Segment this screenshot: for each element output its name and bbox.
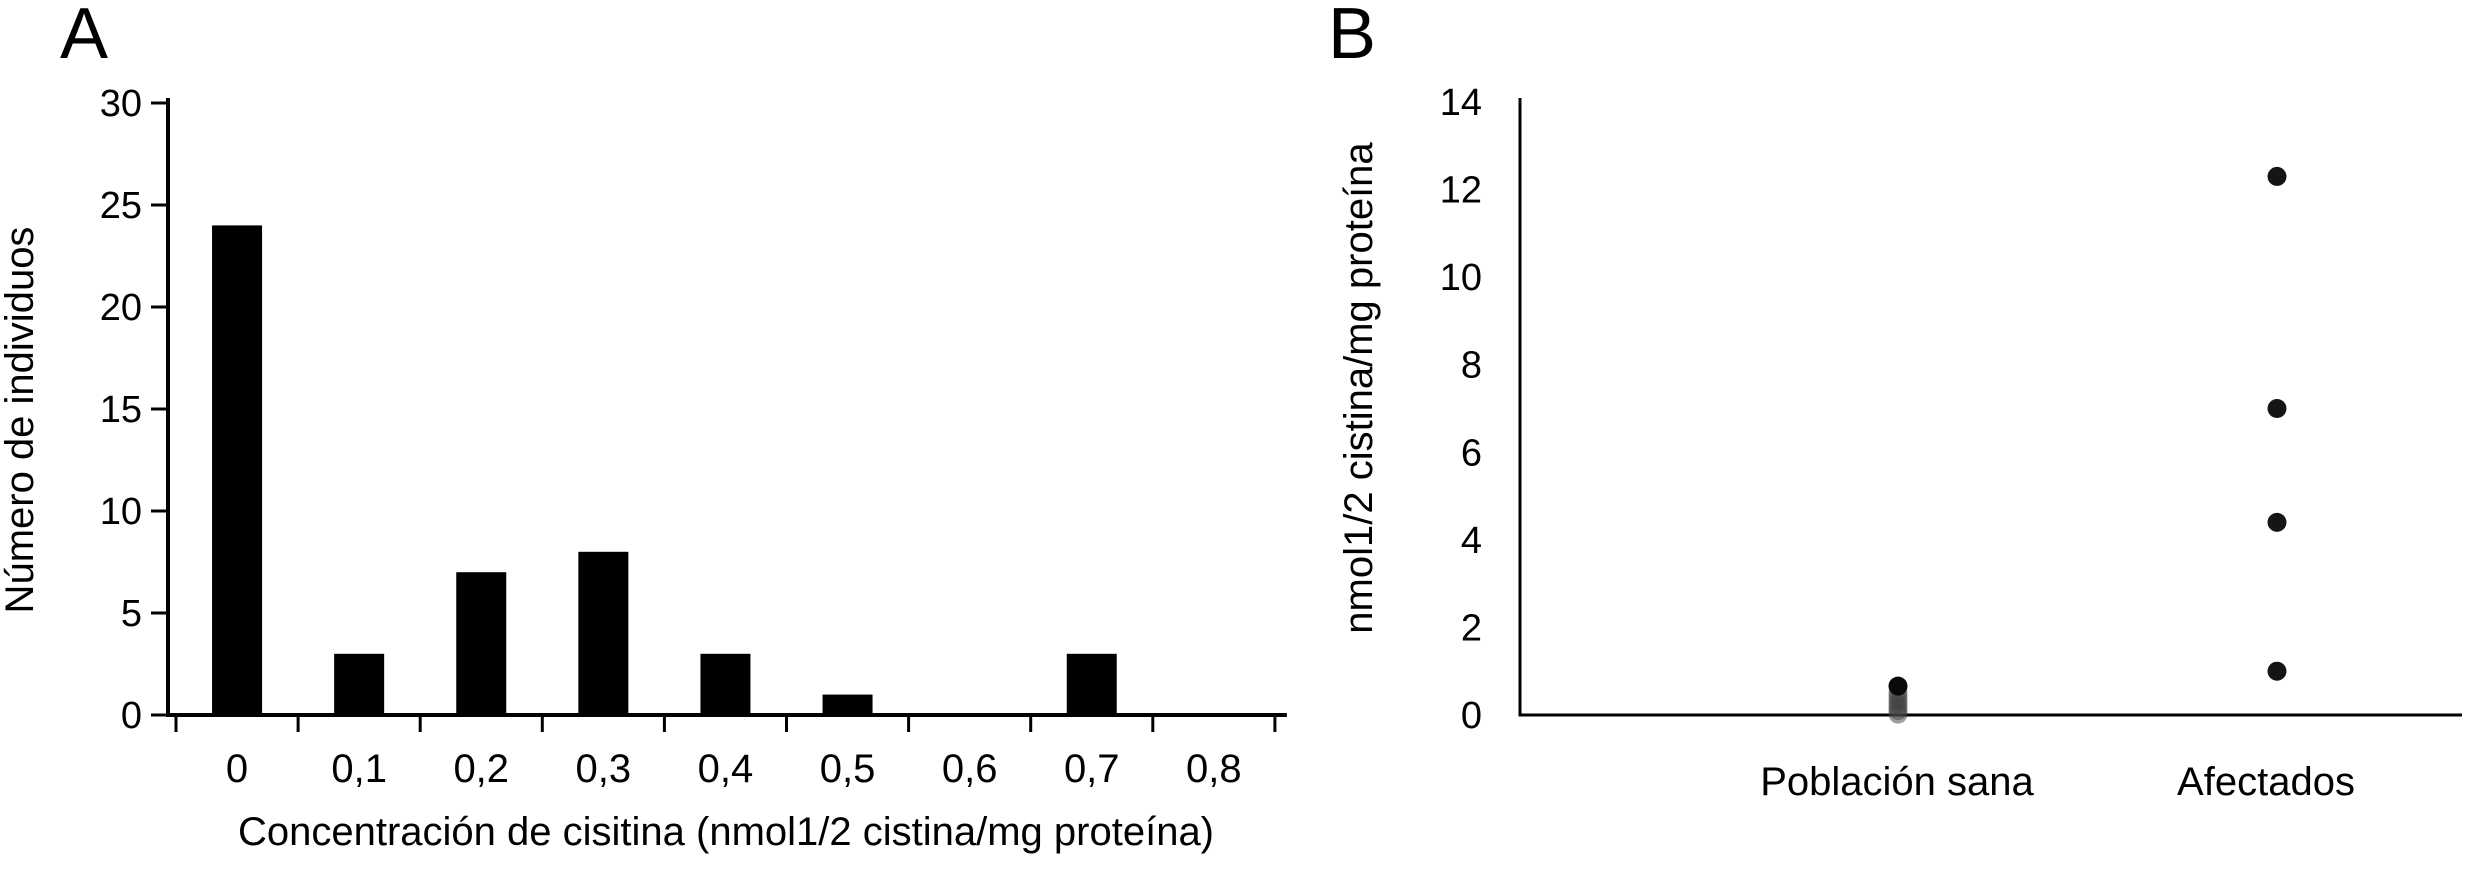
x-category-label: Población sana (1760, 760, 2034, 804)
y-tick-label: 4 (1461, 520, 1482, 562)
bar-0,7 (1066, 653, 1117, 715)
y-tick-label: 12 (1440, 170, 1482, 212)
x-tick-label: 0,8 (1186, 747, 1242, 791)
panel-b: B 0 2 4 6 8 10 12 14 Población sana Afectados nmol1… (1328, 0, 2462, 804)
y-tick-label: 10 (1440, 257, 1482, 299)
x-axis-title: Concentración de cisitina (nmol1/2 cisti… (238, 810, 1214, 854)
data-point-afectados (2267, 399, 2287, 418)
data-point-afectados (2267, 166, 2287, 186)
x-tick-label: 0,2 (453, 747, 509, 791)
data-point-población-sana (1888, 676, 1908, 696)
y-tick-label: 20 (100, 287, 142, 329)
y-tick-label: 0 (121, 695, 142, 737)
y-tick-label: 30 (100, 83, 142, 125)
y-tick-label: 2 (1461, 607, 1482, 649)
y-tick-label: 15 (100, 389, 142, 431)
x-tick-label: 0,4 (698, 747, 754, 791)
data-point-afectados (2267, 512, 2287, 532)
x-category-label: Afectados (2177, 760, 2355, 804)
y-tick-label: 14 (1440, 82, 1482, 124)
bar-0,3 (578, 551, 629, 715)
panel-a: A 0 5 10 15 20 25 30 0 0,1 0,2 0,3 0,4 0,5 0,6 0,7 0,8 Co… (0, 0, 1287, 854)
y-tick-label: 25 (100, 185, 142, 227)
y-axis-title: Número de individuos (0, 227, 42, 614)
y-tick-label: 0 (1461, 695, 1482, 737)
y-tick-label: 8 (1461, 345, 1482, 387)
x-tick-label: 0,6 (942, 747, 998, 791)
panel-b-label: B (1328, 0, 1376, 74)
bar-0,1 (334, 653, 385, 715)
bar-0 (212, 225, 263, 715)
x-tick-label: 0 (226, 747, 248, 791)
y-tick-label: 6 (1461, 432, 1482, 474)
data-point-afectados (2267, 661, 2287, 681)
bar-0,2 (456, 572, 507, 715)
x-tick-label: 0,1 (331, 747, 387, 791)
bar-0,5 (822, 694, 873, 715)
x-tick-label: 0,7 (1064, 747, 1120, 791)
y-tick-label: 5 (121, 593, 142, 635)
bar-0,4 (700, 653, 751, 715)
panel-a-label: A (60, 0, 108, 74)
x-tick-label: 0,3 (576, 747, 632, 791)
y-tick-label: 10 (100, 491, 142, 533)
y-axis-title: nmol1/2 cistina/mg proteína (1337, 142, 1381, 634)
x-tick-label: 0,5 (820, 747, 876, 791)
